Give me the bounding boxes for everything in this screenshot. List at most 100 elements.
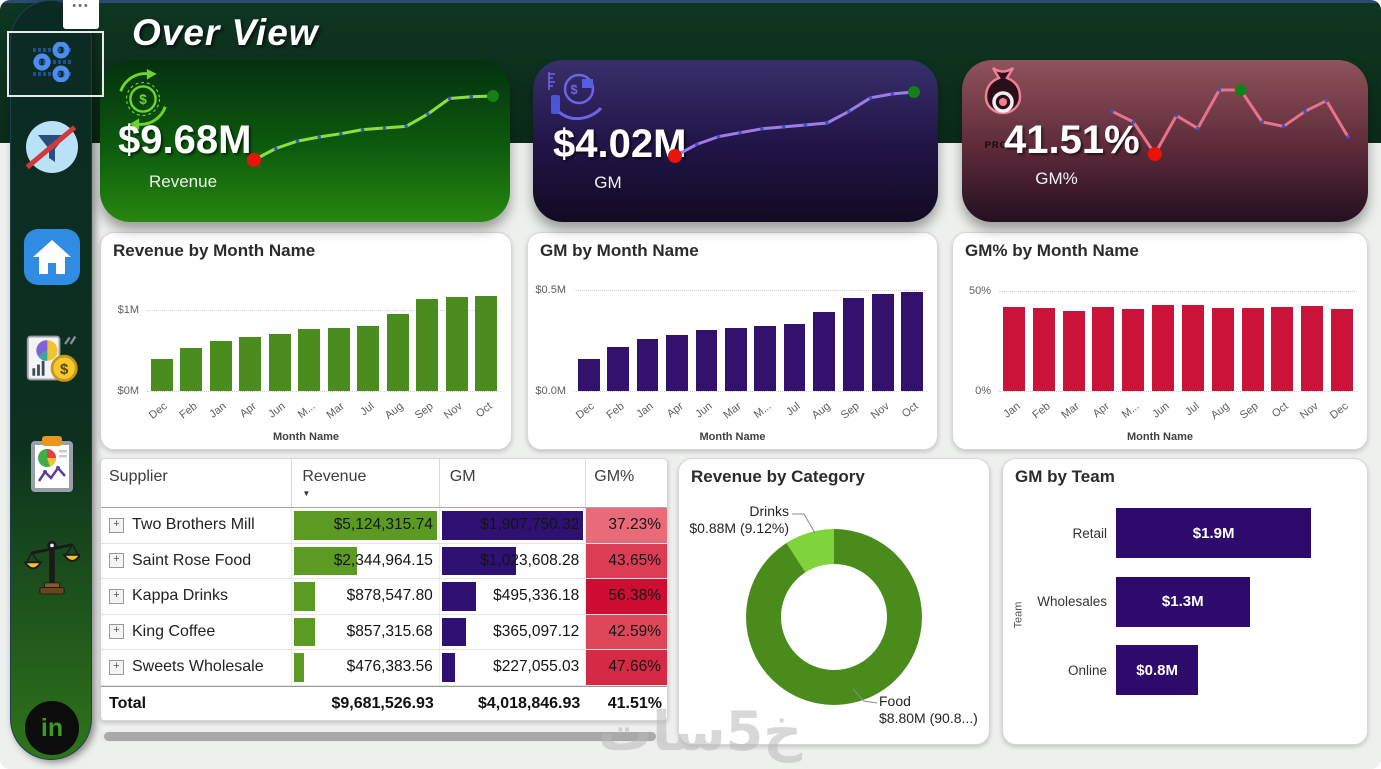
x-tick-label: Dec bbox=[1327, 400, 1351, 422]
bar-M...[interactable] bbox=[1122, 308, 1145, 391]
kpi-gm-value: $4.02M bbox=[553, 122, 687, 166]
data-bar bbox=[441, 546, 516, 575]
bar-Feb[interactable] bbox=[1032, 308, 1055, 391]
column-header-revenue-label: Revenue bbox=[302, 468, 367, 485]
team-bar-Wholesales[interactable]: $1.3M bbox=[1116, 576, 1250, 627]
data-bar bbox=[441, 582, 476, 611]
revenue-by-category-chart[interactable]: Revenue by Category Drinks $0.88M (9.12%… bbox=[678, 458, 990, 745]
plot-area: $1M $0M Dec Feb Jan Apr Jun M... Mar Jul Aug Sep Nov… bbox=[118, 267, 501, 422]
svg-text:$: $ bbox=[570, 82, 578, 97]
financial-report-button[interactable]: $ bbox=[24, 330, 80, 386]
kpi-card-gm-pct[interactable]: PROFIT 41.51% GM% bbox=[962, 60, 1368, 222]
table-row[interactable]: + Sweets Wholesale $476,383.56 $227,055.03 4… bbox=[101, 650, 667, 686]
team-category-label: Wholesales bbox=[1037, 594, 1107, 610]
bar-Nov[interactable] bbox=[1301, 306, 1324, 391]
bar-Feb[interactable] bbox=[607, 346, 629, 391]
x-tick-label: Jan bbox=[1001, 400, 1023, 421]
bar-Jul[interactable] bbox=[357, 326, 380, 391]
profit-bag-icon bbox=[984, 66, 1022, 115]
bar-Jul[interactable] bbox=[783, 324, 806, 391]
bar-Mar[interactable] bbox=[724, 328, 747, 391]
clear-filter-button[interactable] bbox=[24, 119, 80, 175]
bar-Sep[interactable] bbox=[416, 298, 439, 391]
total-revenue: $9,681,526.93 bbox=[331, 695, 434, 712]
team-bar-Online[interactable]: $0.8M bbox=[1116, 645, 1199, 696]
expand-icon[interactable]: + bbox=[109, 588, 124, 604]
bar-Aug[interactable] bbox=[813, 312, 835, 391]
gm-by-month-chart[interactable]: GM by Month Name $0.5M $0.0M Dec Feb Jan Apr J… bbox=[527, 232, 938, 450]
table-row[interactable]: + Saint Rose Food $2,344,964.15 $1,023,608.… bbox=[101, 543, 667, 579]
x-tick-label: Jun bbox=[693, 400, 715, 421]
bar-Jun[interactable] bbox=[268, 333, 291, 391]
column-header-gm[interactable]: GM bbox=[440, 459, 587, 507]
chart-title: GM by Team bbox=[1015, 467, 1115, 486]
home-button[interactable] bbox=[24, 229, 80, 285]
bar-M...[interactable] bbox=[754, 326, 777, 391]
linkedin-button[interactable]: in bbox=[24, 700, 80, 756]
bar-Apr[interactable] bbox=[239, 336, 262, 391]
bar-Jul[interactable] bbox=[1181, 305, 1204, 391]
bar-Oct[interactable] bbox=[475, 296, 498, 391]
x-tick-label: M... bbox=[1119, 400, 1142, 422]
x-tick-label: Nov bbox=[1297, 400, 1321, 422]
expand-icon[interactable]: + bbox=[109, 517, 124, 533]
cell-value: $476,383.56 bbox=[346, 658, 433, 676]
gm-pct-value: 43.65% bbox=[608, 551, 661, 569]
report-clipboard-button[interactable] bbox=[24, 436, 80, 492]
y-tick-label: $0.5M bbox=[535, 284, 566, 297]
column-header-supplier[interactable]: Supplier bbox=[101, 459, 293, 507]
table-row[interactable]: + Kappa Drinks $878,547.80 $495,336.18 56.38… bbox=[101, 579, 667, 615]
gm-pct-by-month-chart[interactable]: GM% by Month Name 50% 0% Jan Feb Mar Apr M... J… bbox=[952, 232, 1368, 450]
bar-Nov[interactable] bbox=[445, 297, 468, 391]
kpi-card-gm[interactable]: $ $4.02M GM bbox=[533, 60, 938, 222]
bar-Sep[interactable] bbox=[1241, 308, 1264, 391]
x-tick-label: Sep bbox=[839, 400, 862, 422]
bar-Sep[interactable] bbox=[842, 298, 865, 391]
drinks-slice-label: Drinks $0.88M (9.12%) bbox=[687, 503, 789, 537]
team-bar-Retail[interactable]: $1.9M bbox=[1116, 508, 1312, 559]
bar-Dec[interactable] bbox=[1331, 309, 1354, 391]
revenue-by-month-chart[interactable]: Revenue by Month Name $1M $0M Dec Feb Jan Apr… bbox=[100, 232, 512, 450]
supplier-table[interactable]: Supplier Revenue ▼ GM GM% + Two Brothers … bbox=[100, 458, 668, 721]
bar-Oct[interactable] bbox=[1271, 307, 1294, 391]
visual-more-options-button[interactable]: ••• bbox=[63, 0, 99, 29]
cell-value: $2,344,964.15 bbox=[333, 551, 433, 569]
bar-Oct[interactable] bbox=[901, 292, 924, 391]
bar-Jun[interactable] bbox=[695, 330, 718, 391]
table-scrollbar-thumb[interactable] bbox=[104, 732, 656, 741]
bar-Mar[interactable] bbox=[1062, 311, 1085, 391]
donut-chart[interactable] bbox=[746, 529, 922, 705]
balance-scale-button[interactable] bbox=[24, 539, 80, 595]
bar-Jan[interactable] bbox=[209, 340, 232, 391]
bar-Jun[interactable] bbox=[1152, 305, 1175, 391]
slicer-settings-button[interactable] bbox=[24, 34, 80, 90]
y-tick-label: $0M bbox=[117, 385, 139, 397]
column-header-revenue[interactable]: Revenue ▼ bbox=[292, 459, 440, 507]
kpi-card-revenue[interactable]: $ $9.68M Revenue bbox=[100, 60, 510, 222]
team-category-label: Online bbox=[1067, 662, 1107, 678]
bar-Jan[interactable] bbox=[1002, 307, 1025, 391]
table-row[interactable]: + Two Brothers Mill $5,124,315.74 $1,907,75… bbox=[101, 508, 667, 544]
bar-Jan[interactable] bbox=[636, 338, 659, 391]
gm-by-team-chart[interactable]: GM by Team Team Retail $1.9M Wholesales $1.… bbox=[1002, 458, 1368, 745]
expand-icon[interactable]: + bbox=[109, 624, 124, 640]
bar-Mar[interactable] bbox=[327, 327, 350, 391]
expand-icon[interactable]: + bbox=[109, 659, 124, 675]
bar-Dec[interactable] bbox=[577, 358, 600, 391]
svg-text:$: $ bbox=[60, 361, 69, 378]
column-header-gm-pct[interactable]: GM% bbox=[594, 468, 635, 485]
bar-Feb[interactable] bbox=[180, 348, 203, 391]
bar-Aug[interactable] bbox=[1211, 308, 1234, 391]
bar-Dec[interactable] bbox=[150, 359, 173, 391]
bar-Apr[interactable] bbox=[1092, 307, 1115, 391]
bar-Apr[interactable] bbox=[666, 334, 688, 391]
x-tick-label: Mar bbox=[324, 400, 348, 422]
bar-Nov[interactable] bbox=[872, 294, 894, 391]
table-row[interactable]: + King Coffee $857,315.68 $365,097.12 42.59% bbox=[101, 614, 667, 650]
kpi-revenue-value: $9.68M bbox=[118, 118, 252, 162]
bar-Aug[interactable] bbox=[386, 314, 409, 391]
x-tick-label: Jan bbox=[634, 400, 656, 421]
expand-icon[interactable]: + bbox=[109, 553, 124, 569]
bar-M...[interactable] bbox=[298, 329, 321, 391]
